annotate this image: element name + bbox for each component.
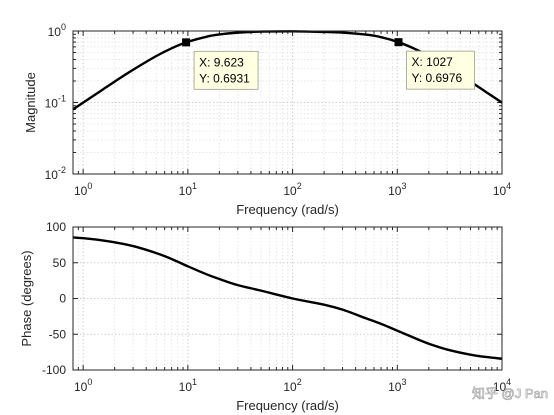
y-tick-label: -50	[49, 327, 67, 341]
phase-ylabel: Phase (degrees)	[19, 250, 34, 346]
x-tick-label: 104	[493, 181, 511, 198]
datatip-x-text: X: 9.623	[199, 55, 244, 69]
datatip-box	[193, 50, 259, 90]
magnitude-ylabel: Magnitude	[23, 72, 38, 133]
x-tick-label: 103	[388, 377, 406, 394]
magnitude-datatips: X: 9.623 Y: 0.6931 X: 1027 Y: 0.6976	[182, 38, 475, 90]
y-tick-label: 100	[46, 220, 66, 234]
x-tick-label: 102	[283, 377, 301, 394]
phase-line	[72, 236, 503, 360]
y-tick-label: 50	[53, 256, 67, 270]
x-tick-label: 100	[74, 377, 92, 394]
datatip-y-text: Y: 0.6976	[411, 71, 462, 85]
phase-xlabel: Frequency (rad/s)	[236, 398, 339, 413]
phase-axes-box	[72, 226, 503, 371]
datatip-box	[405, 50, 475, 90]
datatip-y-text: Y: 0.6931	[199, 71, 250, 85]
y-tick-label: 10-1	[45, 94, 66, 111]
watermark-text: 知乎 @J Pan	[472, 386, 548, 401]
phase-tick-labels: 100 101 102 103 104 100 50 0 -50 -100	[42, 220, 511, 394]
magnitude-axes-box	[72, 30, 503, 175]
datatip[interactable]: X: 9.623 Y: 0.6931	[182, 38, 259, 90]
datatip-x-text: X: 1027	[411, 55, 453, 69]
y-tick-label: 100	[48, 22, 66, 39]
x-tick-label: 104	[493, 377, 511, 394]
datatip[interactable]: X: 1027 Y: 0.6976	[394, 38, 475, 90]
y-tick-label: 10-2	[45, 165, 66, 182]
x-tick-label: 100	[74, 181, 92, 198]
phase-axes: 100 101 102 103 104 100 50 0 -50 -100 Frequency (…	[19, 220, 511, 413]
x-tick-label: 103	[388, 181, 406, 198]
datatip-marker[interactable]	[182, 38, 191, 47]
magnitude-tick-labels: 100 101 102 103 104 100 10-1 10-2	[45, 22, 512, 198]
y-tick-label: -100	[42, 363, 66, 377]
datatip-marker[interactable]	[394, 38, 403, 47]
x-tick-label: 102	[283, 181, 301, 198]
magnitude-axes: 100 101 102 103 104 100 10-1 10-2 Frequency (ra…	[23, 22, 511, 217]
x-tick-label: 101	[179, 377, 197, 394]
magnitude-xlabel: Frequency (rad/s)	[236, 202, 339, 217]
y-tick-label: 0	[59, 292, 66, 306]
x-tick-label: 101	[179, 181, 197, 198]
